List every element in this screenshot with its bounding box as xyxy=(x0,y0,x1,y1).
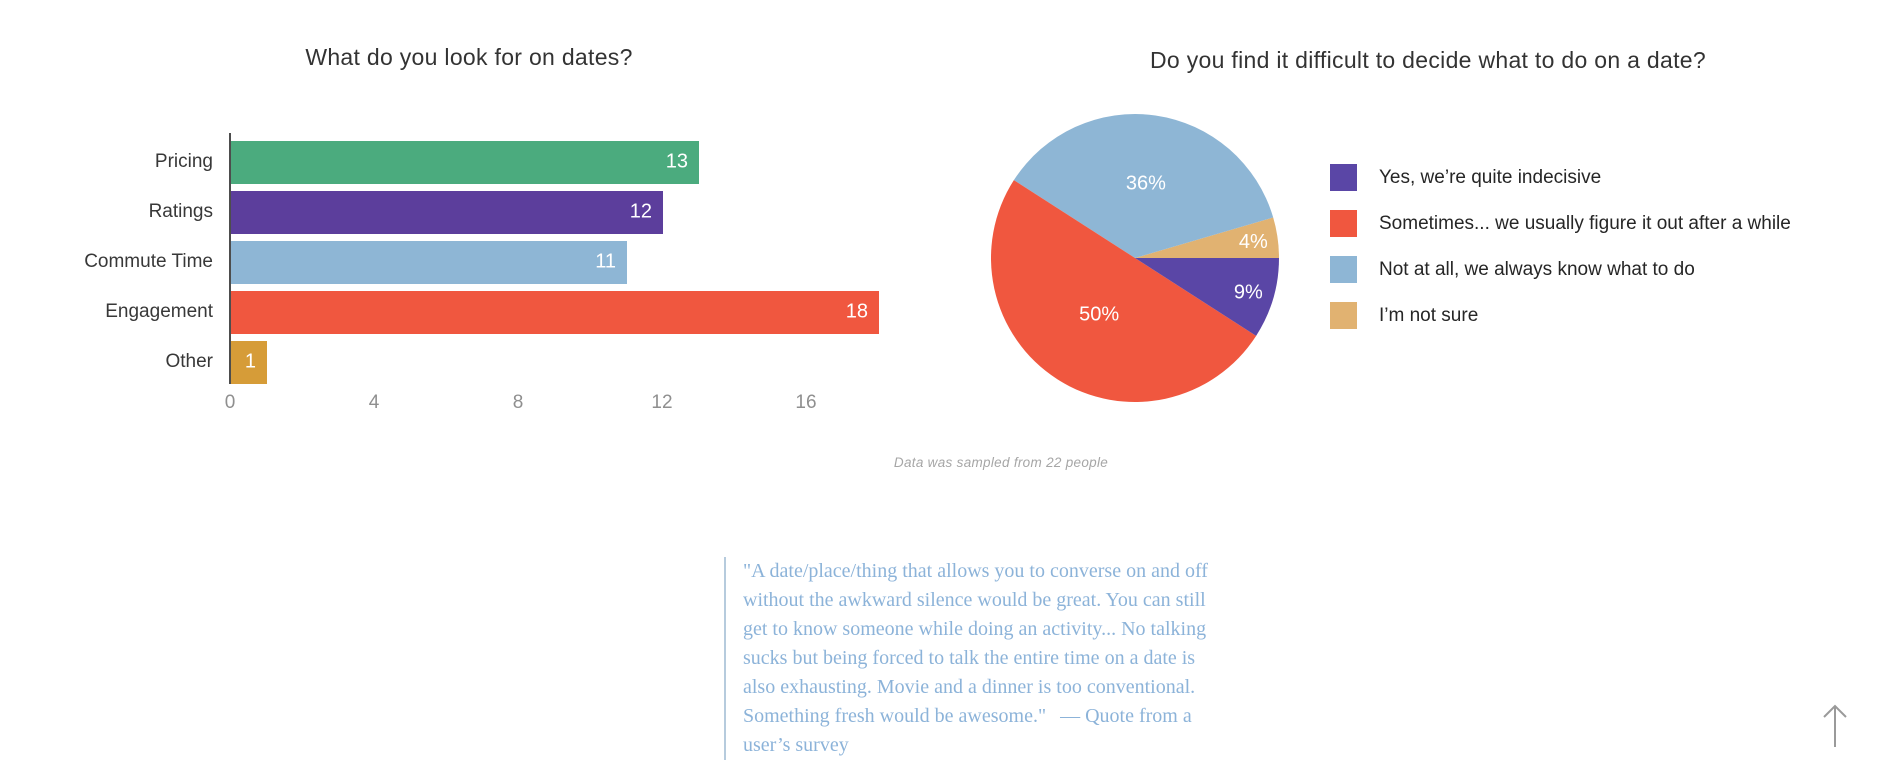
legend-item: I’m not sure xyxy=(1330,302,1791,329)
x-axis-tick-label: 16 xyxy=(795,392,817,413)
legend-label: Not at all, we always know what to do xyxy=(1379,258,1695,280)
bar: 13 xyxy=(231,140,699,184)
bar-category-label: Ratings xyxy=(148,201,213,222)
user-quote-block: "A date/place/thing that allows you to c… xyxy=(724,557,1209,760)
bar-row: Commute Time 11 xyxy=(0,237,879,287)
legend-item: Yes, we’re quite indecisive xyxy=(1330,164,1791,191)
bar-chart-rows: Pricing 13 Ratings 12 Commute Time 11 Engageme… xyxy=(0,137,879,387)
pie-percent-label: 36% xyxy=(1126,173,1166,195)
bar-row: Engagement 18 xyxy=(0,287,879,337)
legend-swatch xyxy=(1330,164,1357,191)
up-arrow-icon xyxy=(1823,704,1847,747)
bar-row: Other 1 xyxy=(0,337,879,387)
bar: 11 xyxy=(231,240,627,284)
bar-value-label: 12 xyxy=(629,200,652,223)
bar-value-label: 1 xyxy=(244,350,256,373)
bar-value-label: 13 xyxy=(665,150,688,173)
legend-swatch xyxy=(1330,256,1357,283)
scroll-to-top-button[interactable] xyxy=(1820,699,1850,749)
bar-chart-y-axis-line xyxy=(229,133,231,384)
pie-graphic: 4% 36% 50% 9% xyxy=(991,113,1279,403)
data-caption: Data was sampled from 22 people xyxy=(893,455,1109,470)
quote-text: "A date/place/thing that allows you to c… xyxy=(743,560,1208,727)
bar: 12 xyxy=(231,190,663,234)
bar-category-label: Other xyxy=(165,351,213,372)
bar-row: Ratings 12 xyxy=(0,187,879,237)
pie-slice xyxy=(991,180,1257,403)
pie-percent-label: 9% xyxy=(1234,281,1263,303)
x-axis-tick-label: 12 xyxy=(651,392,673,413)
bar-category-label: Engagement xyxy=(105,301,213,322)
legend-label: Sometimes... we usually figure it out af… xyxy=(1379,212,1791,234)
bar-category-label: Pricing xyxy=(154,151,213,172)
bar-chart-title: What do you look for on dates? xyxy=(305,44,633,70)
x-axis-tick-label: 0 xyxy=(224,392,236,413)
x-axis-tick-label: 8 xyxy=(512,392,524,413)
pie-slice xyxy=(1013,113,1274,258)
legend-item: Sometimes... we usually figure it out af… xyxy=(1330,210,1791,237)
legend-label: Yes, we’re quite indecisive xyxy=(1379,166,1602,188)
bar-value-label: 18 xyxy=(845,300,868,323)
pie-chart-title: Do you find it difficult to decide what … xyxy=(1150,47,1706,73)
pie-slice xyxy=(1135,258,1279,336)
pie-legend: Yes, we’re quite indecisive Sometimes... … xyxy=(1330,164,1791,348)
bar: 18 xyxy=(231,290,879,334)
pie-percent-label: 50% xyxy=(1079,304,1119,326)
bar-value-label: 11 xyxy=(595,250,616,273)
bar-row: Pricing 13 xyxy=(0,137,879,187)
bar: 1 xyxy=(231,340,267,384)
legend-item: Not at all, we always know what to do xyxy=(1330,256,1791,283)
bar-category-label: Commute Time xyxy=(84,251,213,272)
x-axis-tick-label: 4 xyxy=(368,392,380,413)
quote-attribution: — Quote from a user’s survey xyxy=(743,705,1192,756)
pie-percent-label: 4% xyxy=(1239,231,1268,253)
pie-slice xyxy=(1135,217,1279,258)
legend-label: I’m not sure xyxy=(1379,304,1479,326)
legend-swatch xyxy=(1330,302,1357,329)
legend-swatch xyxy=(1330,210,1357,237)
